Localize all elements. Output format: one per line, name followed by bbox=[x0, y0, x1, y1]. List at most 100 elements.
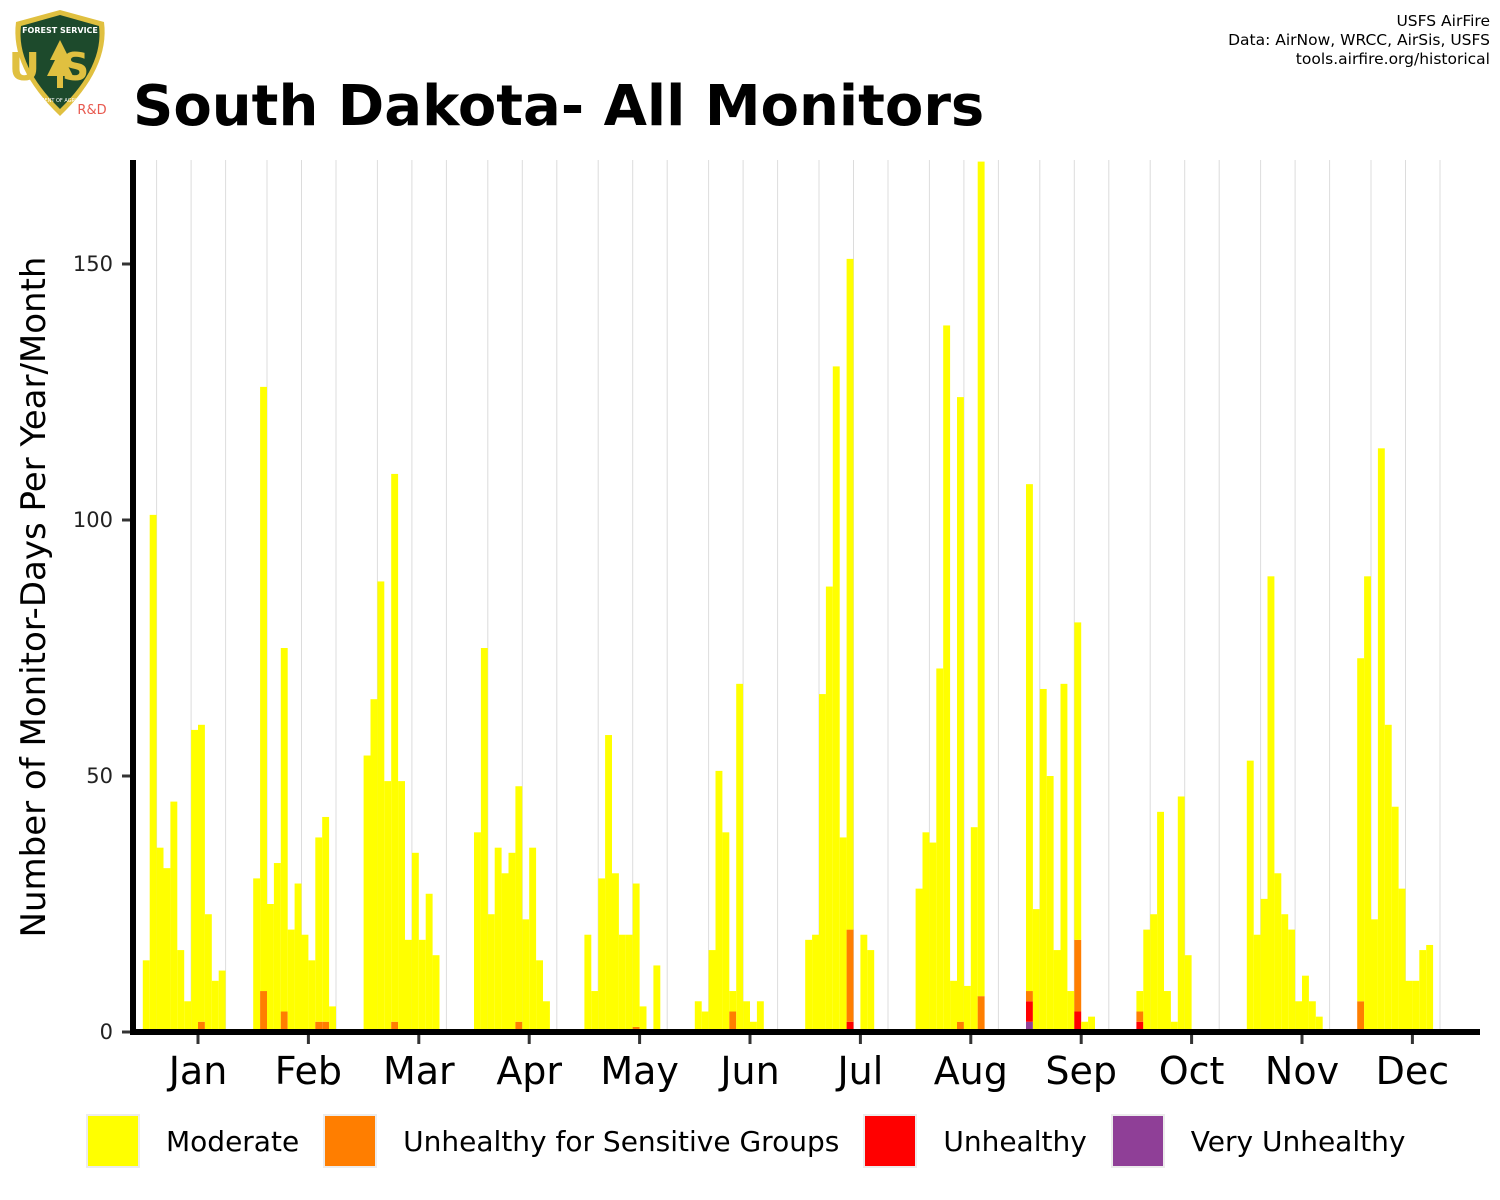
x-tick-label: Jun bbox=[718, 1049, 779, 1093]
bar-moderate bbox=[1364, 576, 1371, 1032]
bar-moderate bbox=[522, 919, 530, 1032]
bar-moderate bbox=[1391, 806, 1399, 1032]
bar-moderate bbox=[1143, 929, 1151, 1032]
bar-moderate bbox=[1060, 683, 1068, 1032]
y-axis-label: Number of Monitor-Days Per Year/Month bbox=[14, 257, 54, 938]
legend-swatch bbox=[863, 1114, 918, 1168]
bar-moderate bbox=[950, 980, 957, 1032]
bar-moderate bbox=[515, 786, 523, 1022]
bar-moderate bbox=[149, 514, 157, 1032]
bar-moderate bbox=[198, 724, 205, 1022]
bar-moderate bbox=[377, 581, 385, 1032]
bar-moderate bbox=[280, 648, 288, 1012]
bar-moderate bbox=[1157, 811, 1164, 1032]
bar-moderate bbox=[736, 683, 744, 1032]
bar-moderate bbox=[922, 832, 930, 1032]
bar-unhealthy-for-sensitive-groups bbox=[957, 1021, 964, 1032]
bar-moderate bbox=[322, 816, 330, 1022]
bar-moderate bbox=[384, 781, 392, 1032]
legend-swatch bbox=[323, 1114, 378, 1168]
credit-line: tools.airfire.org/historical bbox=[1295, 50, 1490, 68]
bar-moderate bbox=[501, 873, 509, 1032]
bar-moderate bbox=[722, 832, 730, 1032]
bar-moderate bbox=[1384, 724, 1392, 1032]
bar-moderate bbox=[708, 950, 716, 1032]
bar-moderate bbox=[1150, 914, 1158, 1032]
bar-moderate bbox=[743, 1001, 750, 1032]
x-tick-label: Jul bbox=[835, 1049, 883, 1093]
bar-moderate bbox=[204, 914, 212, 1032]
bar-moderate bbox=[211, 980, 219, 1032]
bar-moderate bbox=[1267, 576, 1275, 1032]
legend-label: Unhealthy bbox=[943, 1124, 1087, 1158]
y-tick-label: 0 bbox=[100, 1020, 113, 1044]
bar-moderate bbox=[474, 832, 481, 1032]
bar-moderate bbox=[1302, 975, 1309, 1032]
bar-moderate bbox=[812, 934, 819, 1032]
bar-moderate bbox=[543, 1001, 550, 1032]
bar-moderate bbox=[1184, 955, 1192, 1032]
bar-moderate bbox=[425, 893, 433, 1032]
bars bbox=[142, 161, 1434, 1032]
bar-moderate bbox=[867, 950, 875, 1032]
bar-moderate bbox=[1398, 888, 1406, 1032]
bar-moderate bbox=[1315, 1016, 1323, 1032]
bar-moderate bbox=[218, 970, 226, 1032]
bar-moderate bbox=[1246, 760, 1254, 1032]
bar-moderate bbox=[639, 1006, 647, 1032]
bar-moderate bbox=[653, 965, 661, 1032]
bar-moderate bbox=[315, 837, 323, 1022]
bar-moderate bbox=[584, 934, 592, 1032]
bar-moderate bbox=[632, 883, 640, 1027]
bar-unhealthy-for-sensitive-groups bbox=[315, 1021, 323, 1032]
bar-moderate bbox=[163, 868, 171, 1032]
bar-moderate bbox=[825, 586, 833, 1032]
bar-unhealthy bbox=[1074, 1011, 1082, 1032]
bar-unhealthy-for-sensitive-groups bbox=[729, 1011, 737, 1032]
legend-label: Very Unhealthy bbox=[1190, 1124, 1406, 1158]
bar-unhealthy bbox=[1136, 1021, 1144, 1032]
axes: 0 50 100 150 Jan Feb Mar Apr May Jun Jul Aug Sep Oct N… bbox=[73, 160, 1480, 1093]
bar-moderate bbox=[177, 950, 185, 1032]
x-tick-label: Mar bbox=[383, 1049, 455, 1093]
bar-moderate bbox=[970, 827, 978, 1032]
bar-moderate bbox=[1419, 950, 1427, 1032]
bar-moderate bbox=[294, 883, 302, 1032]
credit-line: USFS AirFire bbox=[1396, 12, 1490, 30]
bar-moderate bbox=[301, 934, 309, 1032]
logo-suffix: R&D bbox=[77, 103, 106, 118]
bar-moderate bbox=[1053, 950, 1061, 1032]
y-tick-label: 100 bbox=[73, 508, 113, 532]
bar-moderate bbox=[142, 960, 150, 1032]
credit-line: Data: AirNow, WRCC, AirSis, USFS bbox=[1228, 31, 1490, 49]
bar-moderate bbox=[253, 878, 261, 1032]
bar-moderate bbox=[1046, 776, 1054, 1032]
bar-moderate bbox=[860, 934, 868, 1032]
logo-letters: US bbox=[9, 45, 111, 89]
bar-moderate bbox=[756, 1001, 764, 1032]
x-tick-label: Apr bbox=[496, 1049, 562, 1093]
bar-moderate bbox=[1067, 991, 1075, 1032]
bar-moderate bbox=[625, 934, 633, 1032]
bar-moderate bbox=[1039, 688, 1047, 1032]
bar-moderate bbox=[591, 991, 599, 1032]
bar-moderate bbox=[1357, 658, 1365, 1002]
legend-label: Unhealthy for Sensitive Groups bbox=[403, 1124, 840, 1158]
bar-moderate bbox=[1426, 944, 1434, 1032]
bar-moderate bbox=[308, 960, 316, 1032]
bar-unhealthy-for-sensitive-groups bbox=[391, 1021, 399, 1032]
legend-swatch bbox=[1110, 1114, 1165, 1168]
bar-moderate bbox=[977, 161, 985, 997]
bar-moderate bbox=[1136, 991, 1144, 1012]
bar-unhealthy-for-sensitive-groups bbox=[977, 996, 985, 1032]
legend-item-very-unhealthy: Very Unhealthy bbox=[1110, 1114, 1406, 1168]
bar-moderate bbox=[605, 735, 612, 1032]
bar-moderate bbox=[170, 801, 178, 1032]
legend-item-usg: Unhealthy for Sensitive Groups bbox=[323, 1114, 839, 1168]
bar-moderate bbox=[915, 888, 923, 1032]
bar-unhealthy-for-sensitive-groups bbox=[280, 1011, 288, 1032]
bar-moderate bbox=[729, 991, 737, 1012]
bar-moderate bbox=[943, 325, 951, 1032]
bar-moderate bbox=[508, 852, 516, 1032]
x-tick-label: Nov bbox=[1265, 1049, 1339, 1093]
